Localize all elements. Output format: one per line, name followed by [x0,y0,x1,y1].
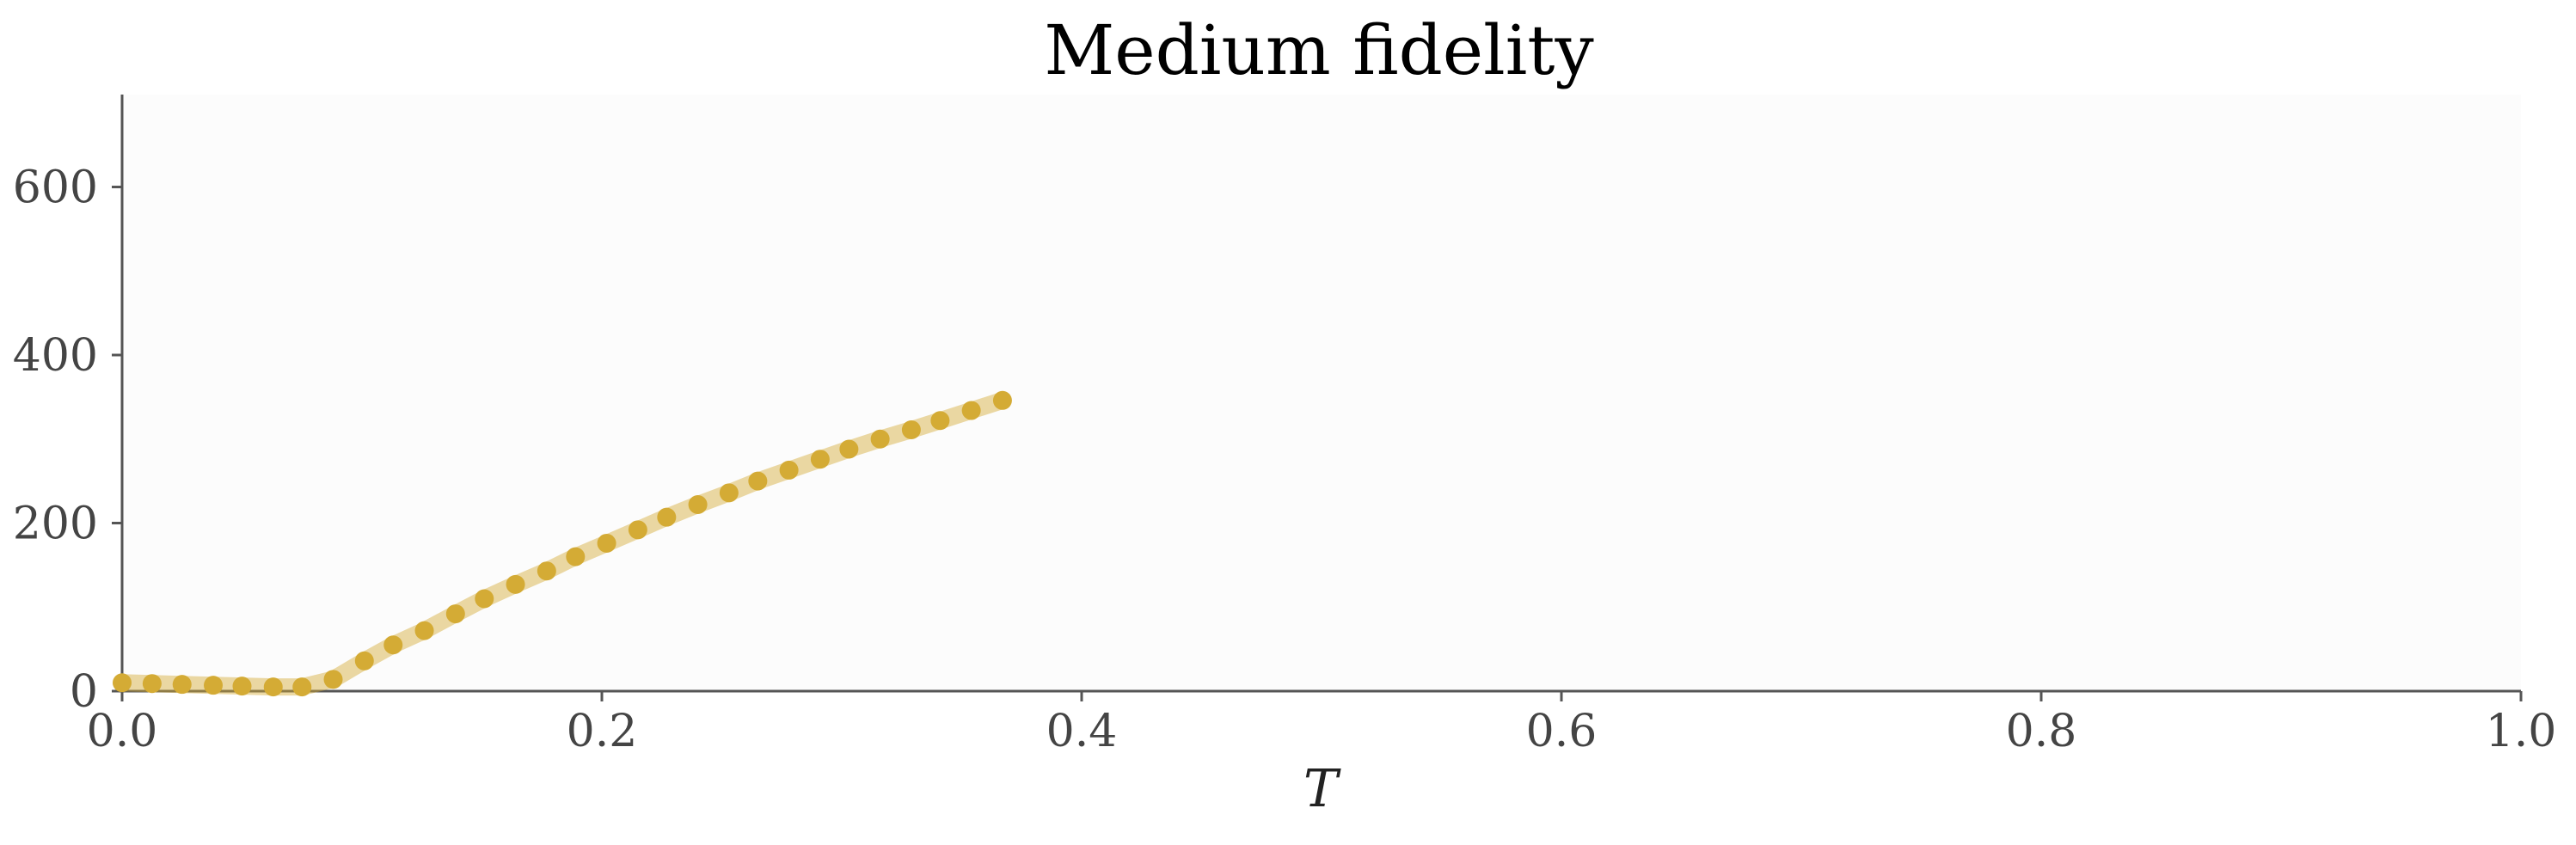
x-tick-label: 0.6 [1526,706,1598,757]
data-point [263,677,283,697]
data-point [383,635,403,655]
x-axis-label: T [1303,759,1341,819]
plot-area [122,95,2521,691]
data-point [204,676,224,695]
data-point [445,604,465,624]
data-point [779,460,799,480]
y-tick-label: 600 [13,162,98,214]
data-point [475,589,494,609]
x-tick-label: 1.0 [2486,706,2557,757]
x-tick-label: 0.4 [1046,706,1118,757]
data-point [628,520,647,540]
data-point [232,677,252,696]
data-point [719,483,739,503]
y-tick-label: 0 [70,666,98,718]
data-point [810,450,830,469]
x-tick-label: 0.0 [87,706,158,757]
data-point [354,651,374,670]
data-point [597,533,616,553]
chart-title: Medium fidelity [1044,10,1593,90]
data-point [870,429,890,449]
data-point [292,677,312,697]
data-point [961,401,981,420]
data-point [414,621,434,640]
data-point [839,439,859,459]
series-layer [113,390,1012,697]
data-point [172,675,192,695]
data-point [506,574,525,594]
data-point [566,547,586,566]
data-point [688,495,708,515]
y-tick-label: 200 [13,499,98,550]
x-tick-label: 0.2 [567,706,638,757]
x-tick-label: 0.8 [2006,706,2077,757]
data-point [992,390,1012,410]
data-point [323,670,343,689]
data-point [657,507,677,527]
data-point [748,471,768,491]
data-point [901,420,921,440]
y-tick-label: 400 [13,330,98,382]
x-axis-ticks: 0.0 0.2 0.4 0.6 0.8 1.0 [87,691,2557,757]
data-point [113,673,132,693]
data-point [930,411,950,431]
data-point [537,561,556,581]
y-axis-ticks: 0 200 400 600 [13,162,122,718]
data-point [142,674,162,694]
